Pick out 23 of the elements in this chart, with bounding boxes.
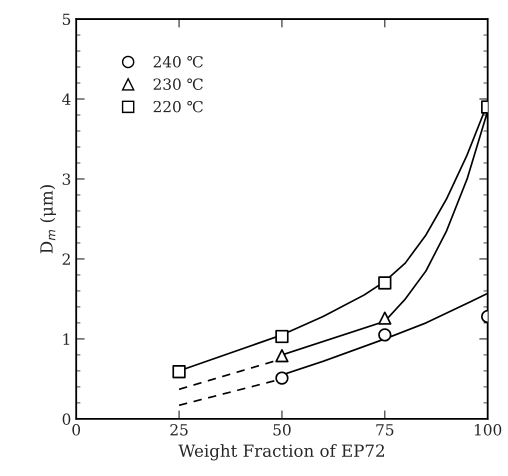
x-tick-label: 100 [474, 424, 502, 436]
legend-label: 240 ℃ [154, 56, 203, 68]
y-tick-label: 5 [62, 14, 70, 26]
point [378, 311, 392, 325]
x-tick-label: 25 [170, 424, 188, 436]
point [378, 276, 392, 290]
legend-label: 230 ℃ [154, 78, 203, 90]
y-tick-label: 1 [63, 333, 70, 345]
point [275, 330, 289, 344]
point [275, 371, 289, 385]
y-tick-label: 4 [62, 93, 71, 105]
x-tick-label: 50 [274, 424, 291, 436]
y-tick-label: 0 [62, 413, 70, 425]
legend-label: 220 ℃ [154, 100, 203, 112]
y-axis-title: D$_{m}$ (μm) [40, 185, 56, 254]
x-tick-label: 0 [72, 424, 80, 436]
point [172, 365, 186, 378]
x-axis-title: Weight Fraction of EP72 [178, 444, 384, 460]
y-tick-label: 2 [62, 253, 70, 265]
x-tick-label: 75 [376, 424, 394, 436]
point [275, 349, 289, 362]
point [378, 328, 392, 342]
y-tick-label: 3 [62, 173, 70, 185]
